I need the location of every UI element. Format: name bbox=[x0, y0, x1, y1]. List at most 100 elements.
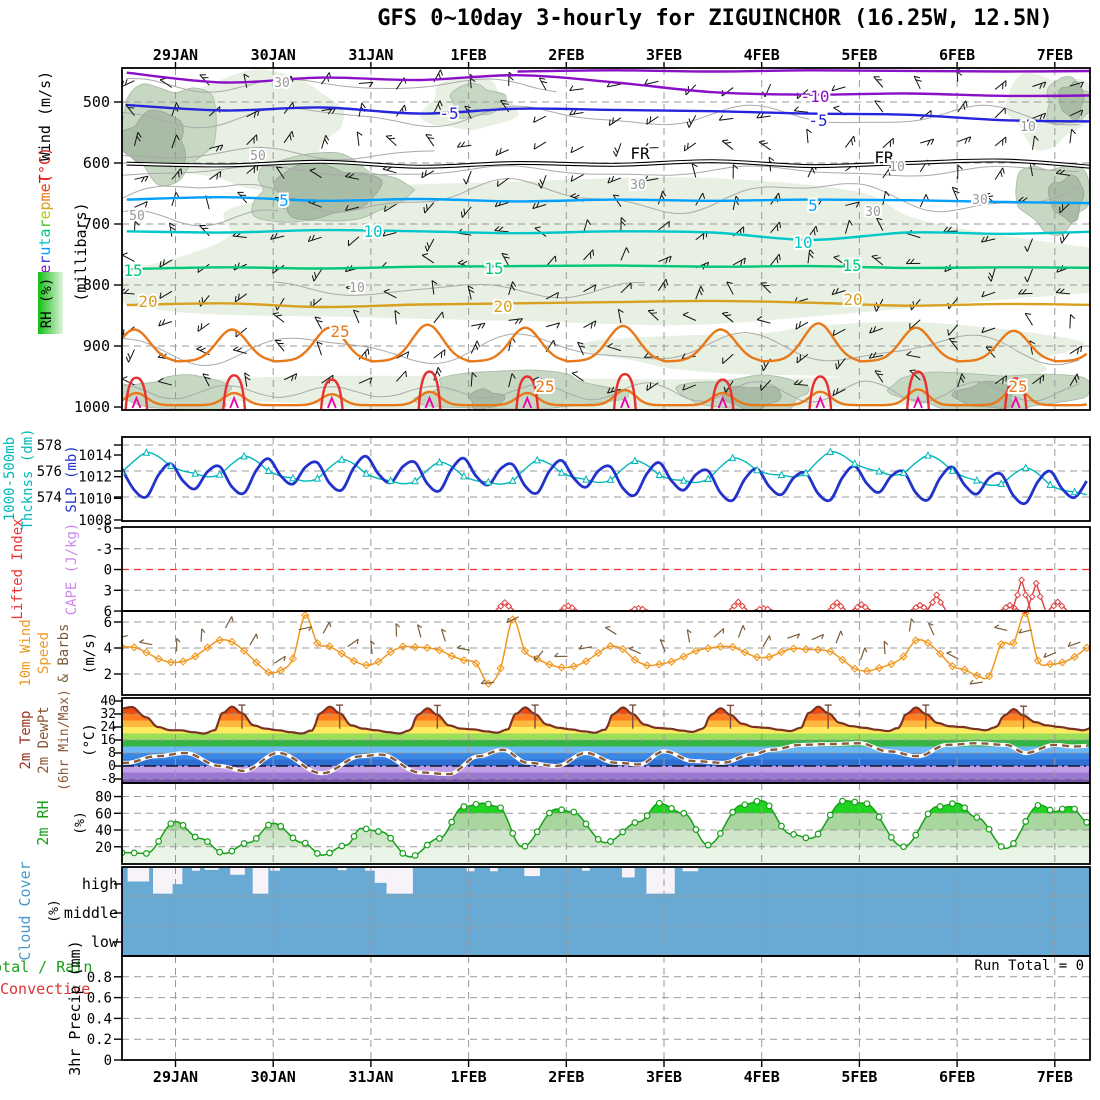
temp-tick: 0 bbox=[108, 759, 116, 774]
high-cloud-bar bbox=[524, 868, 540, 877]
wind-speed-marker bbox=[716, 642, 725, 651]
high-cloud-bar bbox=[374, 868, 387, 883]
wind-barb-10m bbox=[122, 634, 128, 638]
rh-marker bbox=[692, 826, 700, 833]
rh-frame bbox=[121, 782, 1091, 865]
rh-marker bbox=[130, 849, 138, 857]
panel-t2m bbox=[122, 698, 1090, 783]
thickness-marker bbox=[191, 469, 200, 477]
high-cloud-bar bbox=[252, 868, 269, 894]
wind-speed-marker bbox=[765, 652, 774, 662]
date-label-bottom: 30JAN bbox=[251, 1068, 296, 1086]
cape-marker bbox=[833, 599, 841, 607]
cape-marker bbox=[1006, 601, 1014, 609]
wind-speed-marker bbox=[801, 645, 811, 654]
rh-marker bbox=[1046, 806, 1054, 814]
wind-barb-10m bbox=[249, 633, 257, 646]
high-cloud-bar bbox=[682, 868, 699, 872]
wind-barb-10m bbox=[628, 647, 641, 655]
t2m-label: 2m Temp bbox=[18, 710, 34, 769]
li-tick: 3 bbox=[104, 583, 112, 599]
wind-speed-marker bbox=[948, 662, 957, 671]
rh-marker bbox=[668, 804, 675, 812]
contour-30 bbox=[906, 370, 931, 410]
rh-marker bbox=[912, 831, 920, 839]
temp-band bbox=[122, 707, 1090, 714]
thickness-marker bbox=[508, 476, 517, 484]
thickness-marker bbox=[557, 468, 566, 476]
contour-30 bbox=[612, 372, 637, 410]
rh-marker bbox=[1083, 818, 1090, 826]
contour-label-10: 10 bbox=[793, 233, 812, 252]
cloud-units-label: (%) bbox=[47, 899, 62, 922]
wind-barb-10m bbox=[762, 635, 770, 648]
contour-label-15: 15 bbox=[842, 256, 861, 275]
wind-barb-10m bbox=[534, 650, 544, 662]
wind-barb-10m bbox=[274, 655, 286, 664]
date-label-top: 5FEB bbox=[841, 46, 877, 64]
bottom-date-axis: 29JAN 30JAN 31JAN 1FEB 2FEB 3FEB 4FEB 5FEB 6FEB 7… bbox=[153, 1060, 1073, 1086]
wind-barb-10m bbox=[787, 633, 800, 639]
wind-speed-marker bbox=[203, 643, 212, 652]
contour-label-20: 20 bbox=[843, 290, 862, 309]
rh-marker bbox=[997, 843, 1005, 850]
rh-marker bbox=[216, 848, 224, 856]
date-label-bottom: 6FEB bbox=[939, 1068, 975, 1086]
wind-speed-marker bbox=[850, 664, 859, 673]
rh-marker bbox=[167, 820, 175, 828]
rh-marker bbox=[631, 819, 639, 827]
precip-tick: 0.2 bbox=[87, 1032, 112, 1048]
date-label-top: 1FEB bbox=[451, 46, 487, 64]
temp-tick: 8 bbox=[108, 746, 116, 761]
date-label-bottom: 3FEB bbox=[646, 1068, 682, 1086]
rh-marker bbox=[1034, 801, 1042, 809]
date-label-top: 7FEB bbox=[1037, 46, 1073, 64]
wind-barb-10m bbox=[298, 626, 312, 631]
rh-marker bbox=[436, 834, 443, 842]
wind10m-label: 10m Wind bbox=[18, 619, 34, 686]
contour-30 bbox=[1003, 377, 1028, 410]
wind-barb-10m bbox=[481, 681, 495, 685]
wind-speed-marker bbox=[545, 660, 554, 669]
high-cloud-bar bbox=[153, 868, 173, 894]
contour-label-15: 15 bbox=[123, 261, 142, 280]
thickness-marker bbox=[337, 455, 346, 463]
wind-speed-marker bbox=[630, 655, 640, 664]
thickness-marker bbox=[167, 461, 175, 470]
high-cloud-bar bbox=[270, 868, 281, 871]
rh-marker bbox=[802, 834, 810, 842]
wind-barb-10m bbox=[1018, 629, 1032, 634]
contour-5 bbox=[126, 195, 1090, 205]
rh-marker bbox=[411, 852, 419, 859]
thickness-marker bbox=[704, 474, 712, 482]
legend-total-rain: Total / Rain bbox=[0, 958, 92, 976]
slp-tick: 1012 bbox=[78, 470, 112, 486]
wind-speed-marker bbox=[276, 666, 285, 675]
contour-label-10: 10 bbox=[363, 222, 382, 241]
rh-marker bbox=[326, 849, 333, 857]
rh-marker bbox=[399, 849, 407, 857]
rh-marker bbox=[961, 804, 969, 812]
cape-marker bbox=[1050, 602, 1058, 610]
cloud-row-low: low bbox=[91, 933, 119, 951]
date-label-bottom: 4FEB bbox=[744, 1068, 780, 1086]
contour-30 bbox=[124, 376, 149, 410]
rh-marker bbox=[1022, 818, 1030, 825]
cape-marker bbox=[1058, 602, 1066, 610]
wind-speed-marker bbox=[1045, 659, 1055, 669]
temp-band bbox=[122, 759, 1090, 766]
contour-35-mark bbox=[1010, 395, 1021, 409]
wind-tick: 6 bbox=[104, 615, 112, 631]
thickness-marker bbox=[679, 476, 688, 484]
rh-marker bbox=[839, 797, 846, 805]
wind-speed-marker bbox=[264, 668, 273, 677]
temp-band bbox=[122, 733, 1090, 740]
contour-35-mark bbox=[815, 395, 826, 409]
wind-speed-marker bbox=[777, 647, 786, 657]
wind-tick: 2 bbox=[104, 667, 112, 683]
t2m-units-label: (°C) bbox=[82, 723, 98, 757]
temp-tick: 32 bbox=[100, 707, 116, 722]
wind-speed-marker bbox=[130, 643, 139, 652]
wind-speed-marker bbox=[1021, 612, 1030, 618]
rh-marker bbox=[558, 806, 566, 814]
